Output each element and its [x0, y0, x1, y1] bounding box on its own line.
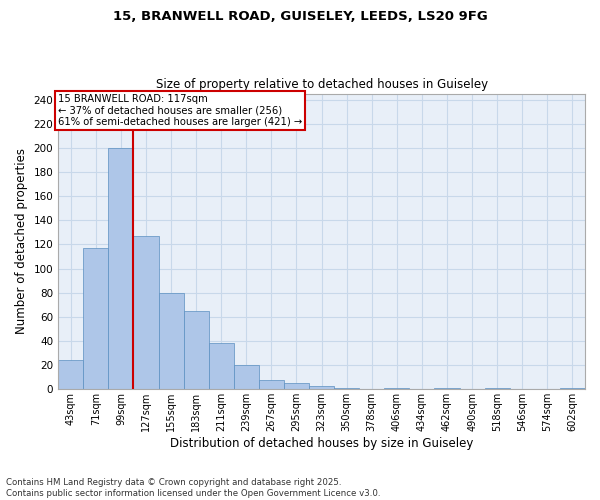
Title: Size of property relative to detached houses in Guiseley: Size of property relative to detached ho…: [155, 78, 488, 91]
Y-axis label: Number of detached properties: Number of detached properties: [15, 148, 28, 334]
Bar: [560, 388, 585, 390]
Text: Contains HM Land Registry data © Crown copyright and database right 2025.
Contai: Contains HM Land Registry data © Crown c…: [6, 478, 380, 498]
Bar: [334, 388, 359, 390]
Bar: [83, 248, 109, 390]
Bar: [284, 384, 309, 390]
Bar: [158, 292, 184, 390]
Bar: [234, 365, 259, 390]
Bar: [385, 388, 409, 390]
Bar: [485, 388, 510, 390]
Bar: [184, 311, 209, 390]
X-axis label: Distribution of detached houses by size in Guiseley: Distribution of detached houses by size …: [170, 437, 473, 450]
Bar: [309, 386, 334, 390]
Bar: [109, 148, 133, 390]
Text: 15 BRANWELL ROAD: 117sqm
← 37% of detached houses are smaller (256)
61% of semi-: 15 BRANWELL ROAD: 117sqm ← 37% of detach…: [58, 94, 302, 127]
Bar: [434, 388, 460, 390]
Bar: [209, 344, 234, 390]
Bar: [58, 360, 83, 390]
Bar: [133, 236, 158, 390]
Text: 15, BRANWELL ROAD, GUISELEY, LEEDS, LS20 9FG: 15, BRANWELL ROAD, GUISELEY, LEEDS, LS20…: [113, 10, 487, 23]
Bar: [259, 380, 284, 390]
